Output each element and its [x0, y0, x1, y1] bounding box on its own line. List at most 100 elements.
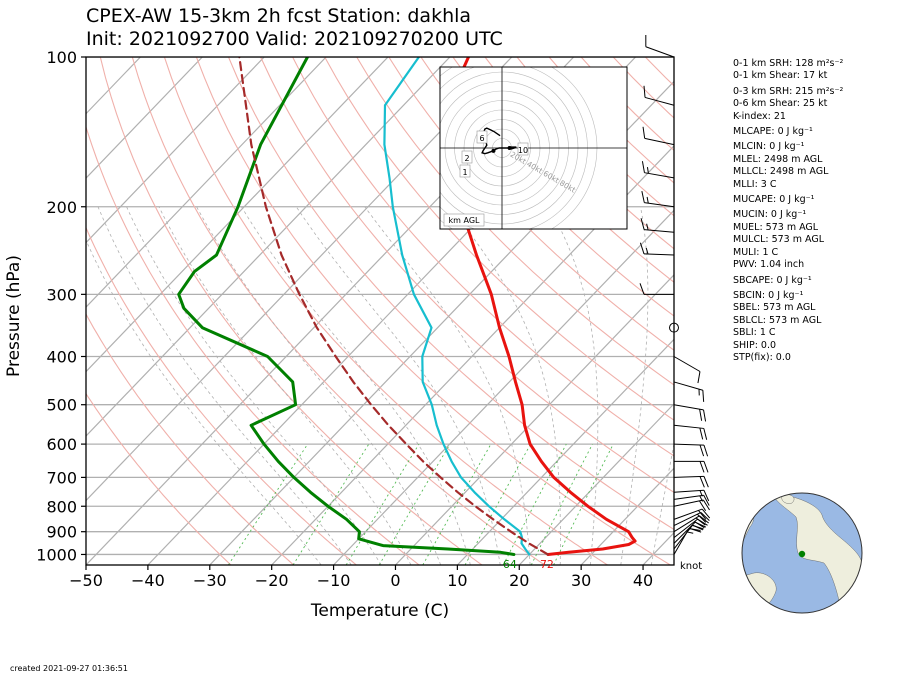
dry-adiabat	[580, 57, 674, 152]
chart-subtitle: Init: 2021092700 Valid: 202109270200 UTC	[86, 28, 503, 50]
dry-adiabat	[838, 57, 906, 565]
stat-line: SBLCL: 573 m AGL	[733, 314, 822, 326]
barb-shaft	[673, 381, 703, 391]
dry-adiabat	[644, 57, 674, 87]
barb-flag	[699, 461, 705, 473]
barb-shaft	[673, 508, 703, 520]
stat-line: SHIP: 0.0	[733, 339, 777, 351]
isotherm-line	[86, 57, 389, 373]
stat-line: 0-1 km SRH: 128 m²s⁻²	[733, 58, 844, 69]
barb-flag	[639, 242, 645, 255]
stat-line: MULCL: 573 m AGL	[733, 234, 825, 246]
barb-flag	[699, 409, 703, 421]
isotherm-line	[86, 57, 513, 502]
isotherm-line	[767, 57, 906, 565]
barb-half-flag	[646, 223, 649, 231]
x-tick-label: 20	[509, 571, 529, 590]
wind-barb	[673, 475, 709, 488]
isotherm-line	[86, 57, 203, 180]
x-tick-label: −20	[255, 571, 289, 590]
y-tick-label: 100	[46, 48, 77, 67]
stat-line: MLLI: 3 C	[733, 178, 777, 190]
stat-line: SBCAPE: 0 J kg⁻¹	[733, 274, 812, 286]
hodograph-unit-box	[443, 213, 485, 227]
wind-barb	[640, 218, 675, 233]
barb-shaft	[673, 356, 701, 372]
isotherm-line	[642, 531, 674, 565]
stat-line: MLEL: 2498 m AGL	[733, 153, 823, 165]
hodograph-height-label: 6	[479, 134, 484, 143]
barb-flag	[702, 390, 705, 402]
barb-flag	[700, 512, 710, 521]
stat-line: MLCAPE: 0 J kg⁻¹	[733, 126, 813, 138]
mixing-ratio-line	[530, 443, 593, 565]
stat-line: 0-1 km Shear: 17 kt	[733, 70, 828, 82]
isotherm-line	[86, 57, 265, 244]
y-tick-label: 300	[46, 285, 77, 304]
barb-flag	[703, 490, 710, 502]
stat-line: K-index: 21	[733, 110, 786, 122]
y-tick-label: 400	[46, 348, 77, 367]
isotherm-line	[86, 57, 327, 308]
dry-adiabat	[709, 57, 906, 565]
y-tick-label: 1000	[36, 545, 77, 564]
stat-line: STP(fix): 0.0	[733, 351, 791, 363]
barb-half-flag	[699, 495, 704, 502]
barb-shaft	[644, 172, 675, 179]
barb-shaft	[673, 518, 698, 539]
mixing-ratio-line	[345, 443, 420, 565]
barb-flag	[703, 409, 707, 422]
isotherm-line	[518, 402, 674, 565]
globe-africa-europe	[771, 493, 862, 613]
barb-flag	[699, 476, 705, 488]
wind-barb	[673, 424, 708, 440]
sounding-stats-panel: 0-1 km SRH: 128 m²s⁻² 0-1 km Shear: 17 kt…	[733, 58, 843, 364]
y-tick-label: 900	[46, 523, 77, 542]
stat-line: SBEL: 573 m AGL	[733, 302, 816, 314]
barb-flag	[699, 444, 705, 457]
hodograph-height-label: 2	[464, 154, 469, 163]
barb-flag	[699, 515, 709, 524]
moist-adiabat	[196, 206, 442, 565]
barb-half-flag	[646, 196, 649, 204]
barb-shaft	[673, 512, 702, 527]
wind-barb	[673, 404, 707, 422]
dry-adiabat	[356, 57, 674, 386]
barb-half-flag	[699, 490, 703, 497]
dry-adiabat	[292, 57, 674, 457]
dewpoint-line	[177, 57, 516, 556]
dry-adiabat	[86, 313, 295, 565]
barb-flag	[697, 371, 701, 384]
barb-flag	[703, 428, 708, 440]
created-timestamp: created 2021-09-27 01:36:51	[10, 664, 128, 673]
barb-flag	[689, 528, 702, 533]
hodograph-height-label: 10	[518, 146, 528, 155]
calm-wind-circle	[669, 322, 679, 333]
wind-barb	[645, 35, 675, 58]
barb-flag	[699, 427, 704, 440]
barb-flag	[703, 461, 709, 473]
wind-barb	[673, 356, 701, 384]
hodograph-frame	[439, 66, 628, 230]
dry-adiabat	[806, 57, 906, 565]
barb-flag	[701, 508, 711, 519]
x-tick-label: 10	[447, 571, 467, 590]
hodograph-height-box	[461, 150, 473, 164]
x-tick-label: −30	[193, 571, 227, 590]
barb-shaft	[673, 489, 704, 493]
dry-adiabat	[227, 57, 674, 531]
barb-half-flag	[645, 247, 649, 255]
dry-adiabat	[388, 57, 674, 351]
barb-half-flag	[698, 389, 700, 396]
moist-adiabat	[449, 206, 561, 565]
wind-barb	[673, 381, 705, 402]
y-tick-label: 800	[46, 497, 77, 516]
barb-shaft	[673, 404, 704, 411]
barb-half-flag	[646, 167, 649, 174]
moist-adiabat	[126, 206, 382, 565]
stat-line: MLCIN: 0 J kg⁻¹	[733, 141, 805, 153]
stat-line: MLLCL: 2498 m AGL	[733, 166, 829, 178]
y-tick-label: 700	[46, 468, 77, 487]
wind-barb	[673, 443, 709, 457]
